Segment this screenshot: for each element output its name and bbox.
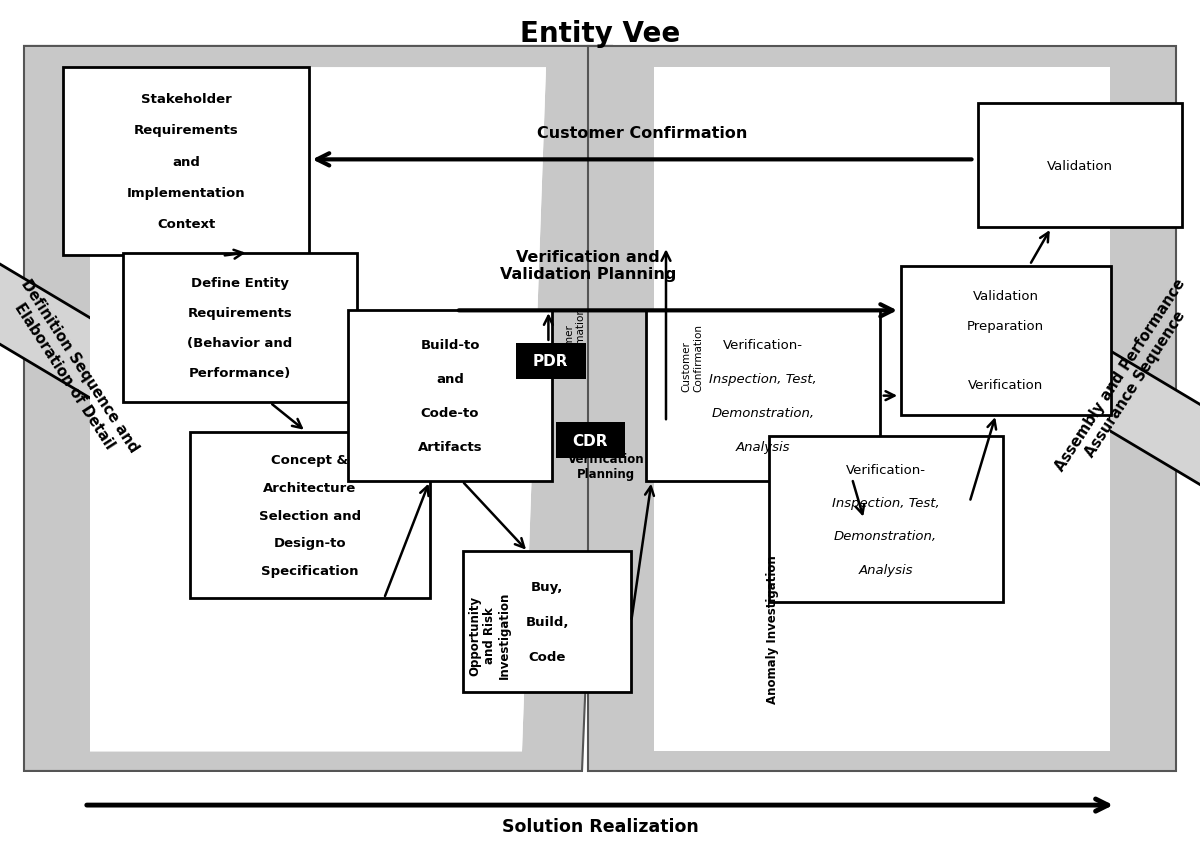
Polygon shape <box>90 68 546 751</box>
Text: Inspection, Test,: Inspection, Test, <box>709 372 817 386</box>
Polygon shape <box>798 205 1200 568</box>
Text: Build,: Build, <box>526 615 569 629</box>
Text: Opportunity
and Risk
Investigation: Opportunity and Risk Investigation <box>468 591 511 678</box>
FancyBboxPatch shape <box>768 436 1003 603</box>
FancyBboxPatch shape <box>556 423 625 458</box>
FancyBboxPatch shape <box>516 343 586 379</box>
Text: Stakeholder: Stakeholder <box>140 93 232 106</box>
FancyBboxPatch shape <box>348 311 552 481</box>
FancyBboxPatch shape <box>646 311 881 481</box>
Text: Demonstration,: Demonstration, <box>834 530 937 543</box>
FancyBboxPatch shape <box>124 254 358 403</box>
Text: Code: Code <box>528 651 566 664</box>
Text: and: and <box>172 155 200 169</box>
Text: Analysis: Analysis <box>858 563 913 576</box>
Text: Code-to: Code-to <box>421 406 479 420</box>
Text: Define Entity: Define Entity <box>191 277 289 290</box>
Text: Artifacts: Artifacts <box>418 440 482 454</box>
Polygon shape <box>588 47 1176 771</box>
Text: Definition Sequence and
Elaboration of Detail: Definition Sequence and Elaboration of D… <box>4 277 140 464</box>
Text: Selection and: Selection and <box>258 509 361 522</box>
Text: Entity Vee: Entity Vee <box>520 20 680 48</box>
Polygon shape <box>654 68 1110 751</box>
Text: CDR: CDR <box>572 433 608 448</box>
FancyBboxPatch shape <box>900 266 1111 416</box>
Text: Solution Realization: Solution Realization <box>502 817 698 836</box>
Text: Customer Confirmation: Customer Confirmation <box>536 125 748 141</box>
Text: Verification-: Verification- <box>724 338 803 352</box>
Text: Design-to: Design-to <box>274 537 346 550</box>
Text: Validation: Validation <box>1046 159 1114 173</box>
Polygon shape <box>90 68 546 751</box>
Text: Customer
Confirmation: Customer Confirmation <box>682 324 703 392</box>
Text: Analysis: Analysis <box>736 440 791 454</box>
Text: PDR: PDR <box>533 354 569 369</box>
Text: Build-to: Build-to <box>420 338 480 352</box>
Text: Specification: Specification <box>260 564 359 578</box>
Text: Concept &: Concept & <box>271 453 348 467</box>
Text: Inspection, Test,: Inspection, Test, <box>832 497 940 509</box>
Polygon shape <box>654 68 1110 751</box>
Text: Verification
Planning: Verification Planning <box>568 452 644 480</box>
Text: Assembly and Performance
Assurance Sequence: Assembly and Performance Assurance Seque… <box>1052 275 1200 483</box>
FancyBboxPatch shape <box>64 68 310 256</box>
Polygon shape <box>0 181 402 544</box>
Text: Verification and
Validation Planning: Verification and Validation Planning <box>500 250 676 282</box>
FancyBboxPatch shape <box>190 433 430 598</box>
Text: Buy,: Buy, <box>532 580 563 593</box>
Text: Implementation: Implementation <box>127 187 245 199</box>
Text: Context: Context <box>157 218 215 231</box>
Text: and: and <box>436 372 464 386</box>
Text: (Behavior and: (Behavior and <box>187 337 293 349</box>
Text: Requirements: Requirements <box>187 307 293 320</box>
Text: Performance): Performance) <box>188 366 292 379</box>
Text: Verification-: Verification- <box>846 463 925 476</box>
Text: Customer
Confirmation: Customer Confirmation <box>564 307 586 375</box>
Text: Validation: Validation <box>972 290 1038 302</box>
Text: Anomaly Investigation: Anomaly Investigation <box>767 555 779 703</box>
Text: Architecture: Architecture <box>263 481 356 494</box>
Text: Requirements: Requirements <box>133 124 239 137</box>
Text: Demonstration,: Demonstration, <box>712 406 815 420</box>
FancyBboxPatch shape <box>463 552 631 692</box>
Polygon shape <box>24 47 612 771</box>
Text: Preparation: Preparation <box>967 320 1044 332</box>
FancyBboxPatch shape <box>978 104 1182 227</box>
Text: Verification: Verification <box>968 379 1043 392</box>
